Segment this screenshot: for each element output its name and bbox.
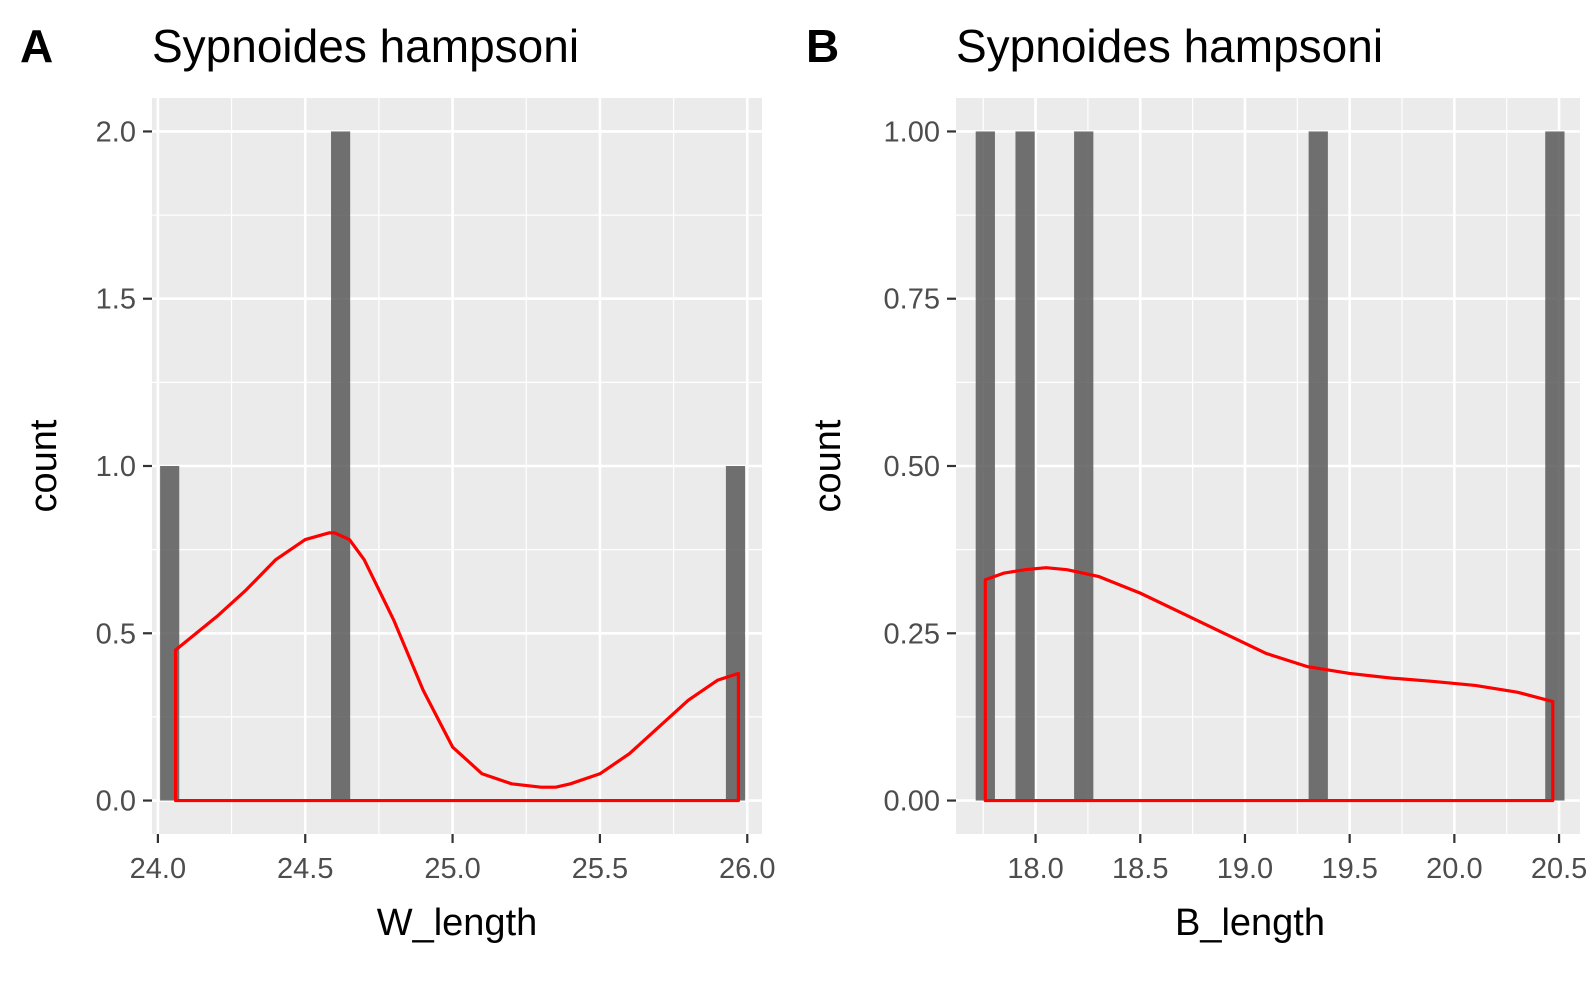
y-tick-label: 0.00 (884, 786, 940, 818)
panel-a-label: A (20, 20, 53, 72)
histogram-bar (975, 131, 995, 801)
x-tick-label: 24.0 (130, 853, 186, 885)
y-tick-label: 0.50 (884, 451, 940, 483)
y-tick-label: 1.00 (884, 116, 940, 148)
histogram-bar (1545, 131, 1565, 801)
histogram-bar (1015, 131, 1035, 801)
x-tick-label: 18.0 (1007, 853, 1063, 885)
x-tick-label: 19.5 (1321, 853, 1377, 885)
x-tick-label: 19.0 (1217, 853, 1273, 885)
x-tick-label: 26.0 (719, 853, 775, 885)
density-curve (173, 531, 741, 803)
x-tick-label: 25.0 (424, 853, 480, 885)
panel-b-y-ticks: 0.00 0.25 0.50 0.75 1.00 (884, 116, 956, 818)
x-tick-label: 25.5 (572, 853, 628, 885)
y-tick-label: 1.0 (96, 451, 136, 483)
histogram-bar (725, 466, 746, 801)
panel-a-bars (160, 131, 746, 801)
panel-b-x-ticks: 18.0 18.5 19.0 19.5 20.0 20.5 (1007, 834, 1587, 885)
y-tick-label: 0.25 (884, 618, 940, 650)
panel-b-title: Sypnoides hampsoni (956, 20, 1383, 72)
panel-b-density (983, 566, 1555, 803)
y-tick-label: 2.0 (96, 116, 136, 148)
panel-a-x-ticks: 24.0 24.5 25.0 25.5 26.0 (130, 834, 775, 885)
panel-a-density (173, 531, 741, 803)
panel-a-y-ticks: 0.0 0.5 1.0 1.5 2.0 (96, 116, 152, 818)
panel-b-label: B (806, 20, 839, 72)
x-tick-label: 20.5 (1531, 853, 1587, 885)
y-tick-label: 0.5 (96, 618, 136, 650)
y-tick-label: 0.0 (96, 786, 136, 818)
panel-b-bars (975, 131, 1565, 801)
x-tick-label: 24.5 (277, 853, 333, 885)
panel-b: B Sypnoides hampsoni 18.0 18.5 19.0 19.5 20.… (806, 20, 1587, 944)
panel-b-x-axis-title: B_length (1175, 902, 1325, 944)
y-tick-label: 1.5 (96, 284, 136, 316)
histogram-bar (331, 131, 351, 801)
panel-a-title: Sypnoides hampsoni (152, 20, 579, 72)
y-tick-label: 0.75 (884, 284, 940, 316)
panel-b-y-axis-title: count (807, 419, 849, 512)
x-tick-label: 18.5 (1112, 853, 1168, 885)
panel-a-y-axis-title: count (23, 419, 65, 512)
panel-a-x-axis-title: W_length (377, 902, 538, 944)
x-tick-label: 20.0 (1426, 853, 1482, 885)
panel-a: A Sypnoides hampsoni 24.0 24.5 25.0 25.5 26.… (20, 20, 775, 944)
histogram-bar (1308, 131, 1328, 801)
histogram-bar (1074, 131, 1094, 801)
density-curve (983, 566, 1555, 803)
